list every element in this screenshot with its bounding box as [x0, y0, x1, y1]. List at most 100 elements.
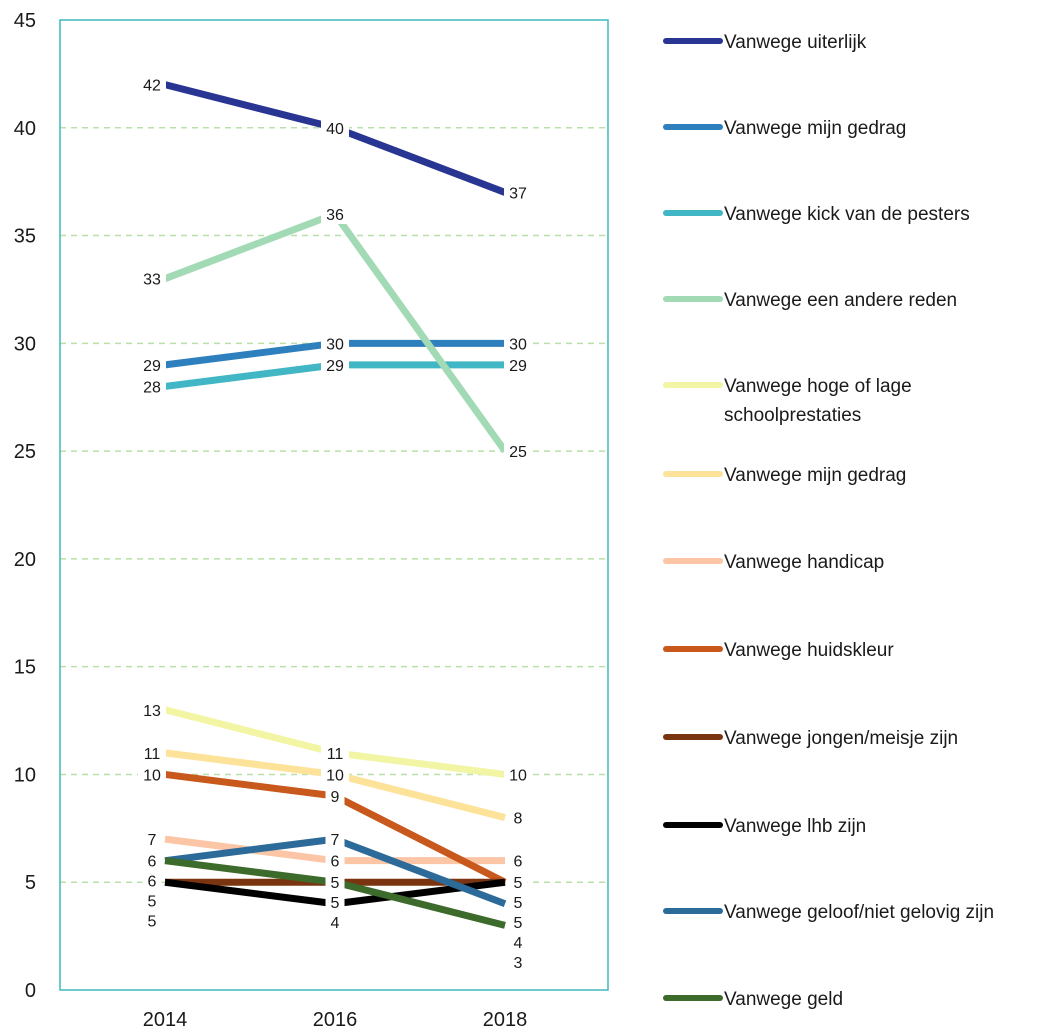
data-label-bg: [321, 204, 349, 224]
data-label: 3: [514, 955, 523, 972]
data-label: 25: [509, 444, 527, 461]
data-label-bg: [321, 117, 349, 138]
y-tick-label: 5: [25, 872, 36, 894]
data-label-bg: [325, 912, 345, 933]
data-label-bg: [142, 870, 162, 891]
data-label-bg: [138, 268, 166, 289]
data-label-bg: [142, 829, 162, 850]
legend-label: Vanwege geld: [724, 989, 843, 1010]
data-label-bg: [138, 742, 166, 763]
data-label: 4: [514, 935, 523, 952]
data-label-bg: [138, 699, 166, 720]
y-tick-label: 15: [14, 657, 36, 679]
data-label-bg: [508, 850, 528, 871]
data-label: 5: [514, 875, 523, 892]
data-label: 4: [331, 915, 340, 932]
data-label: 5: [148, 914, 157, 931]
legend-label: Vanwege hoge of lage schoolprestaties: [724, 376, 912, 426]
data-label: 29: [509, 358, 527, 375]
data-label: 5: [331, 895, 340, 912]
data-label: 5: [331, 875, 340, 892]
data-label: 28: [143, 379, 161, 396]
data-label: 29: [326, 358, 344, 375]
data-label: 5: [514, 915, 523, 932]
series-line: [164, 81, 507, 196]
data-label-bg: [321, 354, 349, 375]
data-label: 13: [143, 703, 161, 720]
data-label-bg: [504, 354, 532, 375]
data-label-bg: [325, 872, 345, 893]
data-label-bg: [142, 890, 162, 911]
legend-label: Vanwege uiterlijk: [724, 32, 867, 53]
data-label: 11: [327, 746, 344, 763]
data-label-bg: [508, 952, 528, 973]
data-label: 5: [148, 894, 157, 911]
data-labels: 4233292813111076655403630291110976554373…: [138, 74, 532, 973]
data-label: 40: [326, 121, 344, 138]
data-label-bg: [508, 807, 528, 828]
data-label: 6: [148, 854, 157, 871]
legend: Vanwege uiterlijk Vanwege mijn gedrag Vanw…: [663, 32, 994, 1010]
y-tick-label: 40: [14, 118, 36, 140]
data-label: 36: [326, 207, 344, 224]
x-tick-label: 2018: [483, 1009, 528, 1031]
data-label-bg: [508, 892, 528, 913]
y-tick-label: 20: [14, 549, 36, 571]
data-label: 11: [144, 746, 161, 763]
data-label-bg: [504, 333, 532, 354]
legend-label: Vanwege geloof/niet gelovig zijn: [724, 902, 994, 923]
legend-label: Vanwege lhb zijn: [724, 816, 866, 837]
data-label-bg: [504, 182, 532, 203]
data-label: 6: [331, 854, 340, 871]
legend-label: Vanwege mijn gedrag: [724, 465, 906, 486]
data-label: 7: [148, 832, 157, 849]
data-label: 10: [143, 767, 161, 784]
data-label-bg: [325, 892, 345, 913]
data-label: 6: [514, 854, 523, 871]
series-line: [163, 210, 508, 454]
legend-label: Vanwege een andere reden: [724, 290, 957, 311]
legend-label: Vanwege kick van de pesters: [724, 204, 970, 225]
y-tick-label: 45: [14, 10, 36, 32]
legend-label: Vanwege handicap: [724, 552, 884, 573]
data-label: 5: [514, 895, 523, 912]
data-label-bg: [321, 742, 349, 763]
y-tick-label: 35: [14, 226, 36, 248]
data-label-bg: [142, 850, 162, 871]
x-tick-label: 2016: [313, 1009, 358, 1031]
data-label: 10: [509, 767, 527, 784]
data-label: 33: [143, 272, 161, 289]
data-label-bg: [504, 764, 532, 785]
data-label-bg: [138, 354, 166, 375]
data-label-bg: [321, 764, 349, 785]
data-label: 6: [148, 874, 157, 891]
y-tick-label: 30: [14, 333, 36, 355]
data-label: 30: [326, 336, 344, 353]
legend-label: Vanwege mijn gedrag: [724, 118, 906, 139]
y-tick-label: 0: [25, 980, 36, 1002]
data-label: 42: [143, 78, 161, 95]
y-axis-ticks: 0 5 10 15 20 25 30 35 40 45: [14, 10, 36, 1002]
data-label-bg: [138, 764, 166, 785]
data-label-bg: [508, 912, 528, 933]
data-label: 37: [509, 185, 527, 202]
data-label: 29: [143, 358, 161, 375]
data-label: 7: [331, 832, 340, 849]
data-label-bg: [142, 910, 162, 931]
data-label-bg: [508, 932, 528, 953]
data-label-bg: [325, 786, 345, 806]
data-label: 8: [514, 811, 523, 828]
x-tick-label: 2014: [143, 1009, 188, 1031]
data-label-bg: [138, 74, 166, 95]
plot-area-frame: [59, 19, 609, 991]
data-label-bg: [325, 829, 345, 850]
y-tick-label: 25: [14, 441, 36, 463]
data-label: 10: [326, 767, 344, 784]
data-label-bg: [321, 333, 349, 354]
data-label-bg: [325, 850, 345, 871]
x-axis-ticks: 2014 2016 2018: [143, 1009, 528, 1031]
data-label: 30: [509, 336, 527, 353]
data-label: 9: [331, 789, 340, 806]
data-label-bg: [508, 872, 528, 893]
